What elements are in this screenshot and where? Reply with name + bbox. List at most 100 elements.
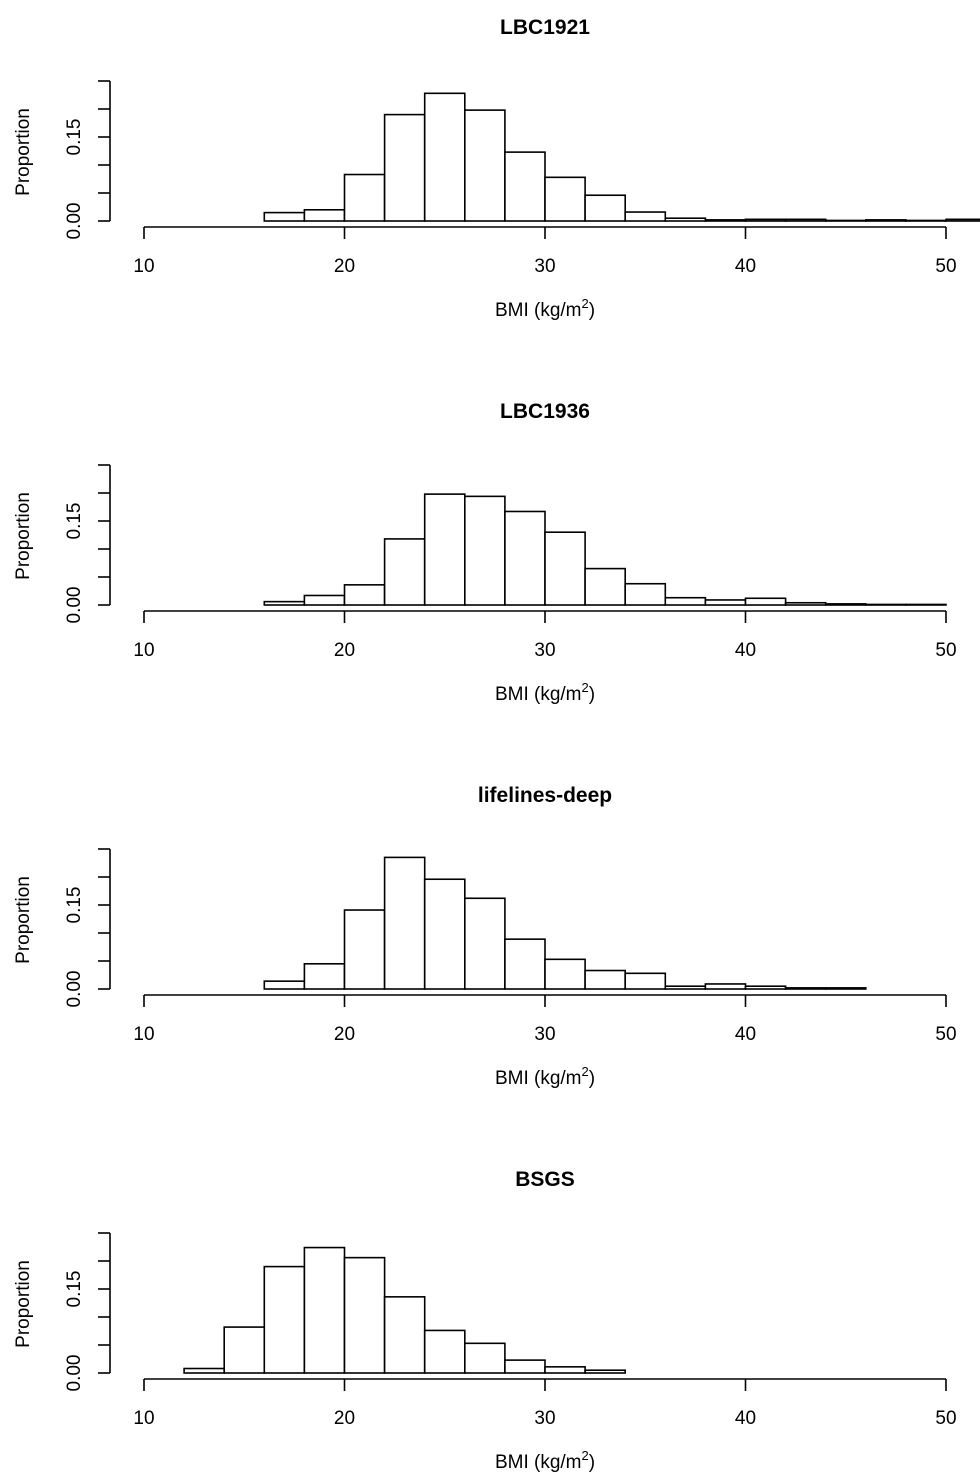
histogram-bar (544, 958, 586, 990)
histogram-bar (744, 985, 787, 990)
bars (263, 493, 947, 606)
histogram-bar (463, 495, 506, 606)
y-tick-label: 0.15 (64, 503, 85, 540)
histogram-bar (463, 1342, 506, 1374)
x-axis-label-text: BMI (495, 1068, 529, 1089)
histogram-bar (905, 219, 947, 222)
histogram-bar (704, 983, 747, 990)
histogram-bar (263, 211, 306, 222)
histogram-bar (183, 1367, 226, 1374)
x-axis: 10 20 30 40 50 (133, 1378, 957, 1429)
histogram-bar (945, 218, 980, 222)
x-axis-unit-superscript: 2 (582, 296, 589, 311)
y-tick-label: 0.00 (64, 1355, 85, 1392)
histogram-bar (223, 1326, 266, 1374)
x-axis-unit-close: ) (589, 1068, 595, 1089)
histogram-bar (664, 217, 707, 222)
histogram-bar (303, 962, 346, 990)
bars (183, 1246, 626, 1374)
y-tick-label: 0.15 (64, 119, 85, 156)
histogram-bar (504, 1359, 546, 1374)
x-tick-label: 10 (133, 640, 154, 661)
x-tick-label: 10 (133, 256, 154, 277)
histogram-bar (423, 493, 466, 606)
histogram-bar (784, 987, 827, 990)
histogram-bar (423, 878, 466, 990)
histogram-bar (824, 987, 867, 990)
x-tick-label: 40 (735, 1024, 756, 1045)
x-axis: 10 20 30 40 50 (133, 610, 957, 661)
histogram-bar (584, 1369, 626, 1374)
x-axis-unit: (kg/m (534, 300, 582, 321)
x-axis: 10 20 30 40 50 (133, 226, 957, 277)
histogram-bar (784, 601, 827, 606)
histogram-bar (343, 1256, 386, 1374)
y-axis: 0.00 0.15 (64, 1232, 111, 1392)
x-axis-unit-close: ) (589, 1452, 595, 1473)
chart-title: BSGS (515, 1168, 575, 1191)
histogram-bar (744, 597, 787, 606)
x-tick-label: 50 (935, 1408, 956, 1429)
histogram-bar (423, 92, 466, 222)
x-axis-unit-superscript: 2 (582, 680, 589, 695)
histogram-bar (824, 603, 867, 606)
bars (263, 92, 980, 222)
histogram-bar (343, 909, 386, 990)
x-axis-unit-superscript: 2 (582, 1448, 589, 1463)
x-tick-label: 40 (735, 640, 756, 661)
histogram-bar (704, 599, 747, 606)
x-tick-label: 20 (334, 1024, 355, 1045)
x-axis-label: BMI (kg/m2) (495, 1448, 595, 1473)
histogram-bar (824, 219, 867, 222)
y-axis: 0.00 0.15 (64, 464, 111, 624)
x-tick-label: 30 (534, 1408, 555, 1429)
y-tick-label: 0.00 (64, 587, 85, 624)
histogram-bar (303, 594, 346, 606)
chart-title: LBC1936 (500, 400, 590, 423)
histogram-bar (263, 1265, 306, 1374)
histogram-bar (905, 603, 947, 606)
x-tick-label: 10 (133, 1024, 154, 1045)
x-axis: 10 20 30 40 50 (133, 994, 957, 1045)
x-axis-unit: (kg/m (534, 1068, 582, 1089)
histogram-bar (423, 1329, 466, 1374)
histogram-bar (784, 218, 827, 222)
x-axis-unit-close: ) (589, 300, 595, 321)
histogram-bar (383, 856, 426, 990)
histogram-bar (263, 980, 306, 990)
x-tick-label: 30 (534, 640, 555, 661)
histogram-bar (383, 538, 426, 606)
histogram-bar (864, 219, 907, 222)
histogram-bar (664, 596, 707, 606)
y-tick-label: 0.15 (64, 1271, 85, 1308)
x-axis-label-text: BMI (495, 1452, 529, 1473)
histogram-bar (624, 582, 667, 606)
y-tick-label: 0.00 (64, 971, 85, 1008)
y-axis-label: Proportion (13, 876, 34, 964)
x-axis-unit-close: ) (589, 684, 595, 705)
x-tick-label: 40 (735, 256, 756, 277)
histogram-bar (504, 938, 546, 990)
x-tick-label: 50 (935, 1024, 956, 1045)
histogram-bar (463, 897, 506, 990)
histogram-bar (343, 173, 386, 222)
x-axis-label: BMI (kg/m2) (495, 296, 595, 321)
x-axis-label: BMI (kg/m2) (495, 680, 595, 705)
x-axis-unit: (kg/m (534, 684, 582, 705)
histogram-bar (744, 218, 787, 222)
histogram-bar (463, 109, 506, 222)
histogram-bar (704, 219, 747, 222)
x-tick-label: 20 (334, 1408, 355, 1429)
x-tick-label: 20 (334, 640, 355, 661)
histogram-bar (544, 531, 586, 606)
histogram-bar (504, 151, 546, 222)
x-tick-label: 40 (735, 1408, 756, 1429)
chart-title: LBC1921 (500, 16, 590, 39)
y-axis-label: Proportion (13, 1260, 34, 1348)
histogram-bar (584, 567, 626, 606)
y-axis-label: Proportion (13, 108, 34, 196)
histogram-bar (584, 969, 626, 990)
y-axis: 0.00 0.15 (64, 80, 111, 239)
histogram-bar (303, 1246, 346, 1374)
